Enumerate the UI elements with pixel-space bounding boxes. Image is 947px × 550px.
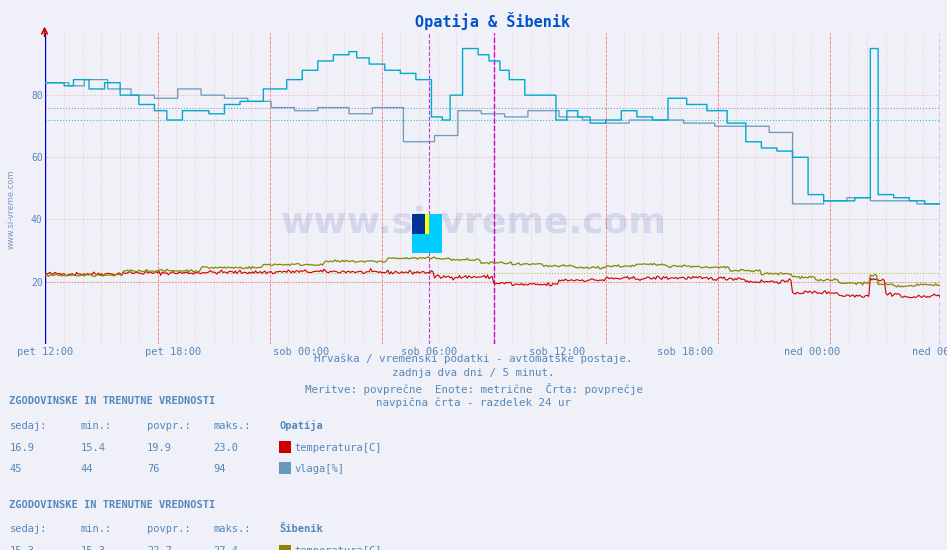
Text: sedaj:: sedaj: <box>9 524 47 535</box>
Text: ZGODOVINSKE IN TRENUTNE VREDNOSTI: ZGODOVINSKE IN TRENUTNE VREDNOSTI <box>9 499 216 510</box>
Text: ZGODOVINSKE IN TRENUTNE VREDNOSTI: ZGODOVINSKE IN TRENUTNE VREDNOSTI <box>9 396 216 406</box>
Text: navpična črta - razdelek 24 ur: navpična črta - razdelek 24 ur <box>376 398 571 408</box>
Text: 22.7: 22.7 <box>147 546 171 550</box>
Text: vlaga[%]: vlaga[%] <box>295 464 345 474</box>
Text: maks.:: maks.: <box>213 421 251 431</box>
Text: Hrvaška / vremenski podatki - avtomatske postaje.: Hrvaška / vremenski podatki - avtomatske… <box>314 353 633 364</box>
Text: 23.0: 23.0 <box>213 443 238 453</box>
Text: 16.9: 16.9 <box>9 443 34 453</box>
Text: 15.4: 15.4 <box>80 443 105 453</box>
Text: povpr.:: povpr.: <box>147 421 190 431</box>
Title: Opatija & Šibenik: Opatija & Šibenik <box>416 13 570 30</box>
Text: Opatija: Opatija <box>279 420 323 431</box>
Text: min.:: min.: <box>80 421 112 431</box>
Text: 76: 76 <box>147 464 159 474</box>
Text: 19.9: 19.9 <box>147 443 171 453</box>
Text: 15.3: 15.3 <box>9 546 34 550</box>
Text: 27.4: 27.4 <box>213 546 238 550</box>
Text: 44: 44 <box>80 464 93 474</box>
Text: 94: 94 <box>213 464 225 474</box>
Text: maks.:: maks.: <box>213 524 251 535</box>
Text: www.si-vreme.com: www.si-vreme.com <box>7 169 16 249</box>
Text: min.:: min.: <box>80 524 112 535</box>
Text: 15.3: 15.3 <box>80 546 105 550</box>
Text: Šibenik: Šibenik <box>279 524 323 535</box>
Text: povpr.:: povpr.: <box>147 524 190 535</box>
Text: temperatura[C]: temperatura[C] <box>295 443 382 453</box>
Text: temperatura[C]: temperatura[C] <box>295 546 382 550</box>
Text: 45: 45 <box>9 464 22 474</box>
Text: sedaj:: sedaj: <box>9 421 47 431</box>
Text: zadnja dva dni / 5 minut.: zadnja dva dni / 5 minut. <box>392 368 555 378</box>
Text: Meritve: povprečne  Enote: metrične  Črta: povprečje: Meritve: povprečne Enote: metrične Črta:… <box>305 383 642 395</box>
Text: www.si-vreme.com: www.si-vreme.com <box>280 206 667 240</box>
